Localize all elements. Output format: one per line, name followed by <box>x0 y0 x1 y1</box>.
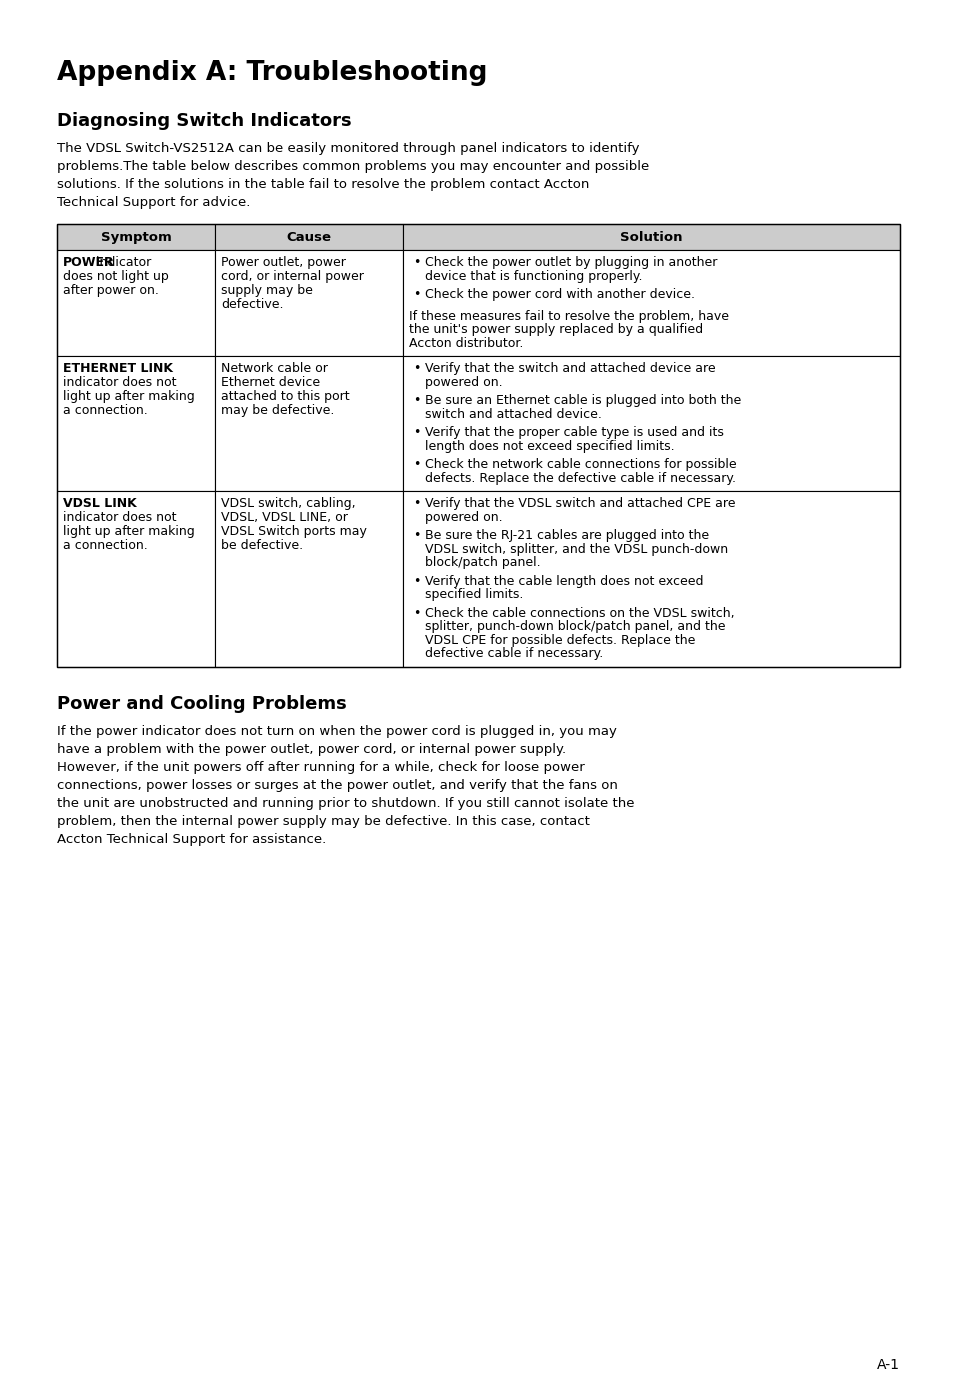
Text: may be defective.: may be defective. <box>221 404 334 416</box>
Text: length does not exceed specified limits.: length does not exceed specified limits. <box>424 440 674 452</box>
Text: ETHERNET LINK: ETHERNET LINK <box>63 362 172 375</box>
Bar <box>57 250 214 355</box>
Text: block/patch panel.: block/patch panel. <box>424 557 540 569</box>
Text: Be sure the RJ-21 cables are plugged into the: Be sure the RJ-21 cables are plugged int… <box>424 529 708 541</box>
Text: Be sure an Ethernet cable is plugged into both the: Be sure an Ethernet cable is plugged int… <box>424 394 740 407</box>
Text: Diagnosing Switch Indicators: Diagnosing Switch Indicators <box>57 112 352 130</box>
Bar <box>214 491 402 666</box>
Text: VDSL Switch ports may: VDSL Switch ports may <box>221 525 367 539</box>
Text: cord, or internal power: cord, or internal power <box>221 271 363 283</box>
Bar <box>402 223 899 250</box>
Bar <box>402 355 899 491</box>
Text: Accton distributor.: Accton distributor. <box>409 336 523 350</box>
Text: •: • <box>413 255 420 269</box>
Bar <box>402 250 899 355</box>
Bar <box>57 223 214 250</box>
Text: VDSL, VDSL LINE, or: VDSL, VDSL LINE, or <box>221 511 348 525</box>
Bar <box>57 355 214 491</box>
Text: solutions. If the solutions in the table fail to resolve the problem contact Acc: solutions. If the solutions in the table… <box>57 178 589 192</box>
Text: However, if the unit powers off after running for a while, check for loose power: However, if the unit powers off after ru… <box>57 761 584 773</box>
Text: a connection.: a connection. <box>63 539 148 552</box>
Text: defective cable if necessary.: defective cable if necessary. <box>424 647 602 661</box>
Text: •: • <box>413 607 420 619</box>
Text: defective.: defective. <box>221 298 283 311</box>
Text: light up after making: light up after making <box>63 525 194 539</box>
Text: POWER: POWER <box>63 255 114 269</box>
Text: A-1: A-1 <box>876 1357 899 1371</box>
Text: Verify that the cable length does not exceed: Verify that the cable length does not ex… <box>424 575 702 587</box>
Text: attached to this port: attached to this port <box>221 390 349 403</box>
Text: Accton Technical Support for assistance.: Accton Technical Support for assistance. <box>57 833 326 845</box>
Text: •: • <box>413 497 420 509</box>
Text: •: • <box>413 394 420 407</box>
Text: •: • <box>413 362 420 375</box>
Text: •: • <box>413 458 420 471</box>
Text: Verify that the switch and attached device are: Verify that the switch and attached devi… <box>424 362 715 375</box>
Text: indicator does not: indicator does not <box>63 376 176 389</box>
Text: does not light up: does not light up <box>63 271 169 283</box>
Bar <box>214 223 402 250</box>
Text: Technical Support for advice.: Technical Support for advice. <box>57 196 250 210</box>
Text: Check the power cord with another device.: Check the power cord with another device… <box>424 287 695 301</box>
Text: VDSL switch, splitter, and the VDSL punch-down: VDSL switch, splitter, and the VDSL punc… <box>424 543 727 555</box>
Text: problem, then the internal power supply may be defective. In this case, contact: problem, then the internal power supply … <box>57 815 589 827</box>
Text: Ethernet device: Ethernet device <box>221 376 320 389</box>
Text: indicator: indicator <box>91 255 152 269</box>
Text: have a problem with the power outlet, power cord, or internal power supply.: have a problem with the power outlet, po… <box>57 743 565 755</box>
Text: If the power indicator does not turn on when the power cord is plugged in, you m: If the power indicator does not turn on … <box>57 725 617 737</box>
Text: Symptom: Symptom <box>100 230 172 243</box>
Text: Verify that the VDSL switch and attached CPE are: Verify that the VDSL switch and attached… <box>424 497 735 509</box>
Bar <box>214 250 402 355</box>
Bar <box>57 223 899 666</box>
Text: indicator does not: indicator does not <box>63 511 176 525</box>
Text: a connection.: a connection. <box>63 404 148 416</box>
Text: Appendix A: Troubleshooting: Appendix A: Troubleshooting <box>57 60 487 86</box>
Text: be defective.: be defective. <box>221 539 303 552</box>
Text: •: • <box>413 426 420 439</box>
Text: device that is functioning properly.: device that is functioning properly. <box>424 269 641 283</box>
Text: •: • <box>413 575 420 587</box>
Text: The VDSL Switch-VS2512A can be easily monitored through panel indicators to iden: The VDSL Switch-VS2512A can be easily mo… <box>57 142 639 155</box>
Bar <box>402 491 899 666</box>
Text: Network cable or: Network cable or <box>221 362 328 375</box>
Text: connections, power losses or surges at the power outlet, and verify that the fan: connections, power losses or surges at t… <box>57 779 618 791</box>
Text: Check the network cable connections for possible: Check the network cable connections for … <box>424 458 736 471</box>
Text: Verify that the proper cable type is used and its: Verify that the proper cable type is use… <box>424 426 723 439</box>
Text: •: • <box>413 287 420 301</box>
Text: powered on.: powered on. <box>424 511 502 523</box>
Text: the unit are unobstructed and running prior to shutdown. If you still cannot iso: the unit are unobstructed and running pr… <box>57 797 634 809</box>
Text: •: • <box>413 529 420 541</box>
Bar <box>214 355 402 491</box>
Text: If these measures fail to resolve the problem, have: If these measures fail to resolve the pr… <box>409 310 728 322</box>
Text: VDSL LINK: VDSL LINK <box>63 497 136 509</box>
Text: specified limits.: specified limits. <box>424 589 523 601</box>
Text: the unit's power supply replaced by a qualified: the unit's power supply replaced by a qu… <box>409 323 702 336</box>
Text: VDSL CPE for possible defects. Replace the: VDSL CPE for possible defects. Replace t… <box>424 633 695 647</box>
Text: Check the power outlet by plugging in another: Check the power outlet by plugging in an… <box>424 255 717 269</box>
Text: switch and attached device.: switch and attached device. <box>424 408 601 421</box>
Text: Check the cable connections on the VDSL switch,: Check the cable connections on the VDSL … <box>424 607 734 619</box>
Text: splitter, punch-down block/patch panel, and the: splitter, punch-down block/patch panel, … <box>424 620 724 633</box>
Text: Power outlet, power: Power outlet, power <box>221 255 346 269</box>
Text: Cause: Cause <box>286 230 331 243</box>
Text: after power on.: after power on. <box>63 285 159 297</box>
Text: Solution: Solution <box>619 230 682 243</box>
Text: supply may be: supply may be <box>221 285 313 297</box>
Text: defects. Replace the defective cable if necessary.: defects. Replace the defective cable if … <box>424 472 735 484</box>
Text: VDSL switch, cabling,: VDSL switch, cabling, <box>221 497 355 509</box>
Text: problems.The table below describes common problems you may encounter and possibl: problems.The table below describes commo… <box>57 160 649 174</box>
Text: light up after making: light up after making <box>63 390 194 403</box>
Text: powered on.: powered on. <box>424 376 502 389</box>
Bar <box>57 491 214 666</box>
Text: Power and Cooling Problems: Power and Cooling Problems <box>57 694 346 712</box>
